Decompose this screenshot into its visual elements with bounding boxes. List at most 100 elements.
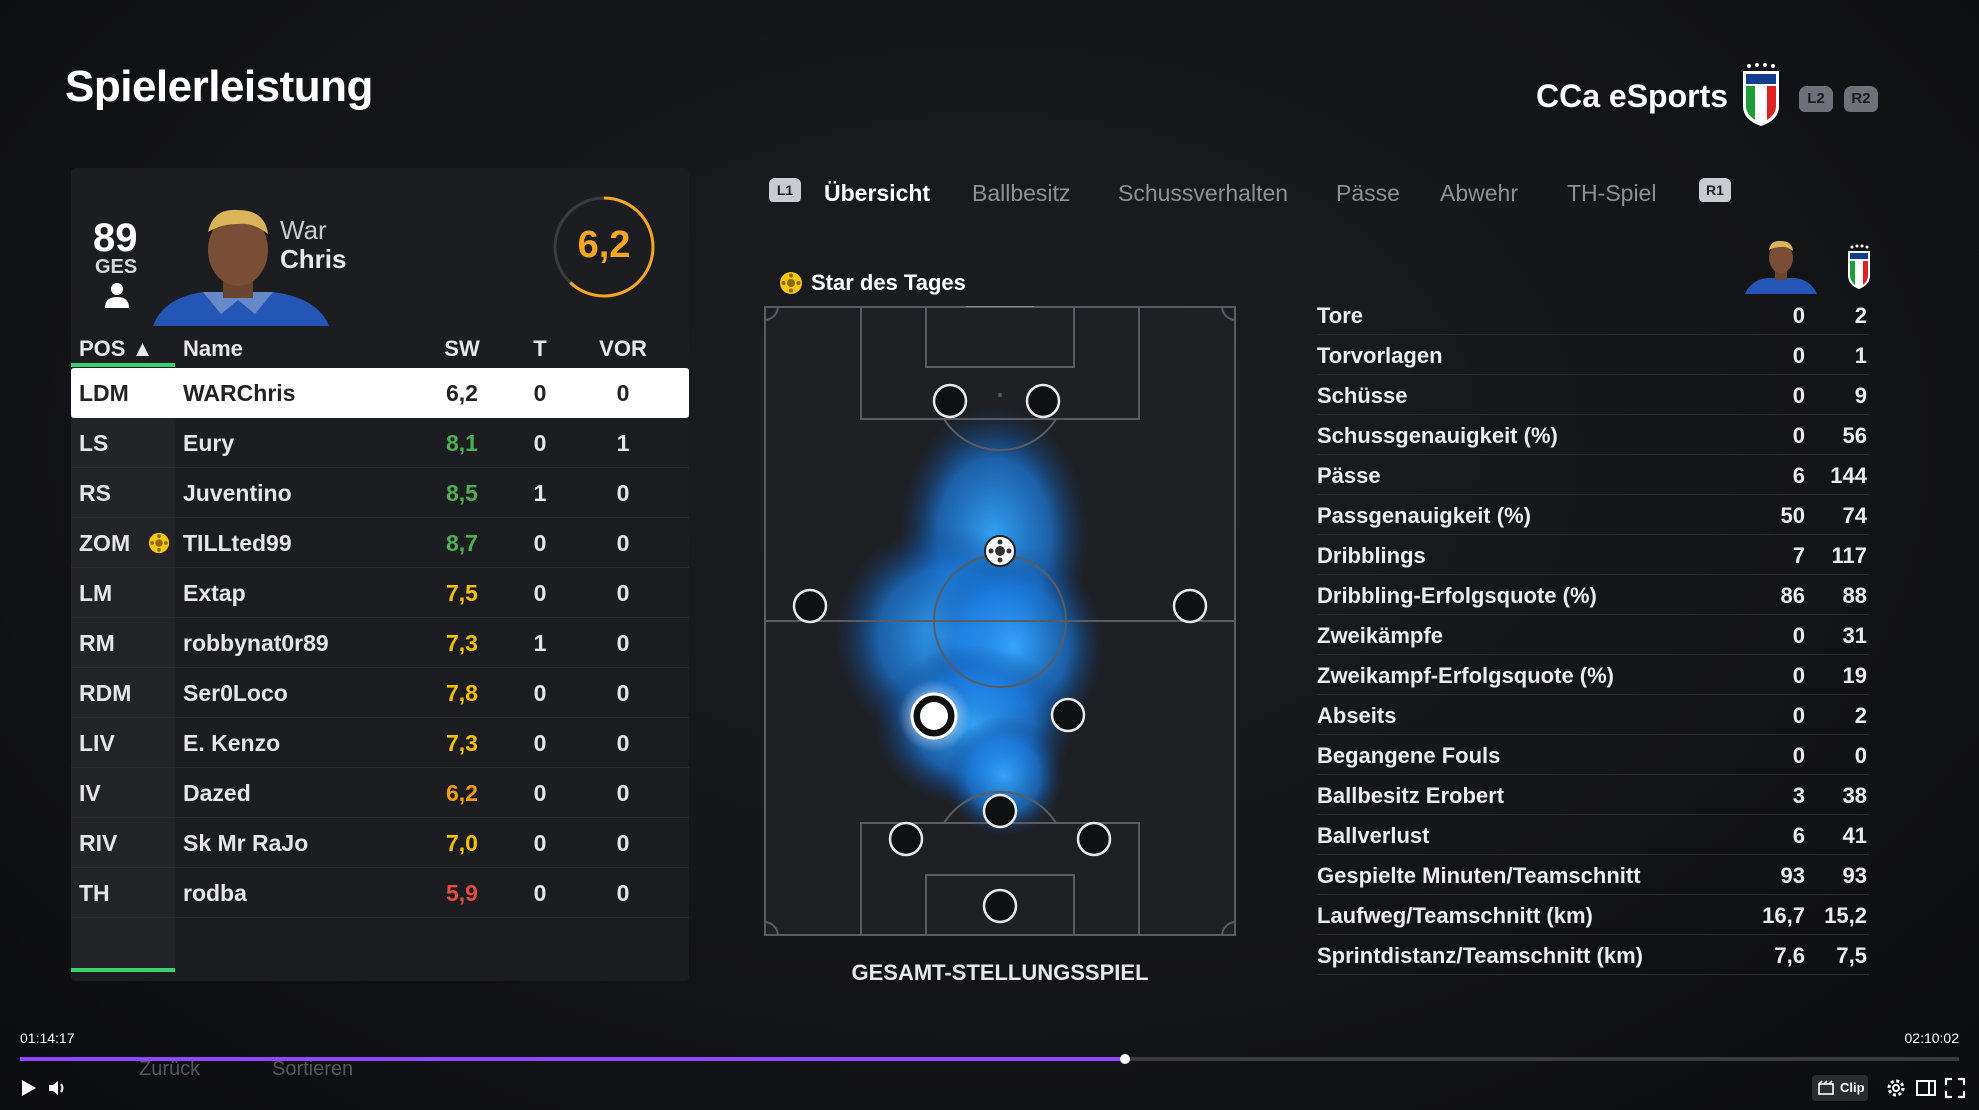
settings-gear-icon[interactable] [1884, 1076, 1908, 1100]
pitch-caption: GESAMT-STELLUNGSSPIEL [851, 960, 1149, 985]
stat-player-value: 0 [1792, 383, 1805, 408]
player-name: Eury [183, 430, 235, 456]
stat-row: Sprintdistanz/Teamschnitt (km) 7,6 7,5 [1317, 935, 1869, 975]
player-assists: 0 [616, 680, 630, 706]
tab-abwehr[interactable]: Abwehr [1440, 180, 1518, 206]
stat-player-value: 7,6 [1774, 943, 1805, 968]
italy-crest-icon [1743, 63, 1779, 126]
goals-header[interactable]: T [533, 336, 547, 361]
stat-label: Ballbesitz Erobert [1317, 783, 1505, 808]
theater-mode-icon[interactable] [1914, 1076, 1938, 1100]
stat-team-value: 38 [1842, 783, 1867, 808]
l2-button[interactable]: L2 [1799, 86, 1833, 112]
table-row[interactable]: ZOM TILLted99 8,7 0 0 [71, 518, 689, 568]
progress-fill [20, 1057, 1126, 1061]
player-position: RDM [79, 680, 132, 706]
assists-header[interactable]: VOR [599, 336, 647, 361]
star-of-day-icon [148, 532, 170, 554]
table-row[interactable]: LDM WARChris 6,2 0 0 [71, 368, 689, 418]
stat-label: Dribblings [1317, 543, 1426, 568]
player-position: LIV [79, 730, 115, 756]
table-row[interactable]: RS Juventino 8,5 1 0 [71, 468, 689, 518]
clip-button[interactable]: Clip [1812, 1075, 1868, 1101]
stat-row: Dribblings 7 117 [1317, 535, 1869, 575]
overall-rating: 89 [93, 216, 138, 260]
stat-team-value: 2 [1854, 303, 1867, 328]
l1-button[interactable]: L1 [769, 178, 801, 202]
current-time: 01:14:17 [20, 1030, 75, 1046]
player-goals: 0 [533, 430, 547, 456]
video-progress-bar[interactable] [20, 1054, 1959, 1064]
stat-label: Abseits [1317, 703, 1397, 728]
name-header[interactable]: Name [183, 336, 243, 361]
progress-knob[interactable] [1120, 1054, 1131, 1064]
player-portrait [153, 209, 329, 326]
sort-hint: Sortieren [272, 1058, 354, 1080]
volume-icon[interactable] [46, 1076, 70, 1100]
stat-team-value: 2 [1854, 703, 1867, 728]
player-rating: 8,7 [446, 530, 478, 556]
player-goals: 0 [533, 530, 547, 556]
stat-team-value: 144 [1830, 463, 1867, 488]
sort-indicator [71, 363, 175, 367]
match-rating-value: 6,2 [577, 224, 631, 266]
fullscreen-icon[interactable] [1943, 1076, 1967, 1100]
tab-th-spiel[interactable]: TH-Spiel [1567, 180, 1657, 206]
tab-schussverhalten[interactable]: Schussverhalten [1118, 180, 1289, 206]
table-row[interactable]: LM Extap 7,5 0 0 [71, 568, 689, 618]
table-row[interactable]: LS Eury 8,1 0 1 [71, 418, 689, 468]
stat-row: Zweikämpfe 0 31 [1317, 615, 1869, 655]
player-goals: 1 [533, 630, 547, 656]
player-rating: 7,3 [446, 730, 478, 756]
table-row[interactable]: RDM Ser0Loco 7,8 0 0 [71, 668, 689, 718]
sort-position-header[interactable]: POS ▲ [79, 336, 154, 361]
player-assists: 0 [616, 480, 630, 506]
player-rating: 7,5 [446, 580, 478, 606]
stat-player-value: 16,7 [1762, 903, 1805, 928]
player-assists: 0 [616, 380, 630, 406]
rating-header[interactable]: SW [444, 336, 480, 361]
player-rating: 8,1 [446, 430, 478, 456]
player-assists: 0 [616, 830, 630, 856]
r1-button[interactable]: R1 [1699, 178, 1731, 202]
stat-team-value: 19 [1842, 663, 1867, 688]
stat-label: Begangene Fouls [1317, 743, 1501, 768]
player-position: RS [79, 480, 111, 506]
stat-label: Zweikampf-Erfolgsquote (%) [1317, 663, 1615, 688]
overall-label: GES [95, 256, 138, 278]
player-assists: 0 [616, 530, 630, 556]
stat-row: Begangene Fouls 0 0 [1317, 735, 1869, 775]
stat-team-value: 74 [1842, 503, 1867, 528]
table-row[interactable]: TH rodba 5,9 0 0 [71, 868, 689, 918]
stat-team-value: 7,5 [1836, 943, 1867, 968]
star-of-day-label: Star des Tages [811, 270, 966, 295]
r2-button[interactable]: R2 [1844, 86, 1878, 112]
player-goals: 1 [533, 480, 547, 506]
stat-row: Pässe 6 144 [1317, 455, 1869, 495]
player-assists: 0 [616, 730, 630, 756]
player-position: TH [79, 880, 110, 906]
stat-team-value: 1 [1854, 343, 1867, 368]
player-rating: 7,0 [446, 830, 478, 856]
position-column-background [71, 368, 175, 973]
table-row[interactable]: RM robbynat0r89 7,3 1 0 [71, 618, 689, 668]
table-header: POS ▲ Name SW T VOR [71, 328, 689, 368]
stat-label: Dribbling-Erfolgsquote (%) [1317, 583, 1597, 608]
table-row[interactable]: RIV Sk Mr RaJo 7,0 0 0 [71, 818, 689, 868]
player-assists: 0 [616, 880, 630, 906]
player-card: 89 GES War Chris 6,2 [71, 168, 689, 326]
tab-uebersicht[interactable]: Übersicht [824, 180, 931, 206]
tab-paesse[interactable]: Pässe [1336, 180, 1400, 206]
player-goals: 0 [533, 780, 547, 806]
team-mini-crest-icon [1848, 244, 1870, 289]
total-time: 02:10:02 [1904, 1030, 1960, 1046]
table-row[interactable]: LIV E. Kenzo 7,3 0 0 [71, 718, 689, 768]
player-mini-portrait [1745, 240, 1817, 294]
stat-label: Torvorlagen [1317, 343, 1443, 368]
play-icon[interactable] [16, 1076, 40, 1100]
table-row[interactable]: IV Dazed 6,2 0 0 [71, 768, 689, 818]
player-rating: 7,3 [446, 630, 478, 656]
tab-ballbesitz[interactable]: Ballbesitz [972, 180, 1071, 206]
stat-team-value: 15,2 [1824, 903, 1867, 928]
